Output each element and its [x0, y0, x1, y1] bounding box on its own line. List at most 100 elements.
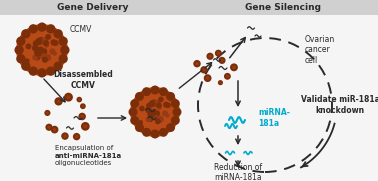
- Circle shape: [53, 128, 56, 131]
- Circle shape: [35, 55, 40, 60]
- Text: miRNA-
181a: miRNA- 181a: [258, 108, 290, 128]
- Circle shape: [45, 124, 53, 131]
- Circle shape: [33, 41, 39, 46]
- Circle shape: [156, 102, 162, 108]
- Circle shape: [25, 43, 31, 49]
- Circle shape: [21, 62, 31, 71]
- Circle shape: [53, 40, 59, 46]
- Circle shape: [202, 68, 206, 71]
- Circle shape: [150, 85, 160, 94]
- Circle shape: [78, 98, 81, 101]
- Circle shape: [75, 135, 78, 138]
- Circle shape: [154, 110, 160, 116]
- Circle shape: [171, 99, 180, 108]
- Circle shape: [50, 39, 57, 46]
- Circle shape: [44, 110, 50, 116]
- Circle shape: [152, 109, 156, 114]
- Circle shape: [16, 37, 26, 46]
- Circle shape: [159, 87, 168, 96]
- Circle shape: [135, 123, 144, 132]
- Circle shape: [230, 63, 238, 71]
- Circle shape: [81, 122, 90, 131]
- Circle shape: [29, 66, 38, 76]
- Text: Encapsulation of: Encapsulation of: [55, 145, 113, 151]
- Circle shape: [57, 100, 60, 103]
- Circle shape: [226, 75, 229, 78]
- Circle shape: [84, 124, 87, 128]
- Circle shape: [148, 117, 153, 122]
- Circle shape: [215, 50, 222, 57]
- Circle shape: [46, 24, 56, 33]
- Circle shape: [39, 47, 44, 52]
- Circle shape: [171, 116, 180, 125]
- Circle shape: [147, 110, 155, 118]
- Circle shape: [158, 97, 164, 102]
- Circle shape: [60, 45, 70, 55]
- Text: anti-miRNA-181a: anti-miRNA-181a: [55, 153, 122, 159]
- Circle shape: [81, 115, 84, 118]
- Circle shape: [146, 117, 151, 122]
- Text: CCMV: CCMV: [70, 26, 92, 35]
- Circle shape: [42, 57, 48, 63]
- Circle shape: [41, 48, 47, 55]
- Circle shape: [153, 100, 161, 108]
- Circle shape: [51, 126, 59, 133]
- Circle shape: [153, 115, 159, 121]
- Circle shape: [54, 62, 63, 71]
- Circle shape: [139, 106, 145, 111]
- Circle shape: [37, 37, 44, 44]
- Text: Gene Delivery: Gene Delivery: [57, 3, 129, 12]
- Circle shape: [149, 100, 155, 107]
- Circle shape: [142, 128, 151, 137]
- Circle shape: [54, 97, 63, 106]
- Circle shape: [54, 29, 63, 39]
- Circle shape: [34, 49, 42, 57]
- Circle shape: [130, 99, 139, 108]
- Circle shape: [43, 40, 49, 46]
- Circle shape: [166, 123, 175, 132]
- Text: Ovarian
cancer
cell: Ovarian cancer cell: [305, 35, 335, 65]
- Circle shape: [82, 105, 84, 108]
- Circle shape: [73, 133, 81, 140]
- Circle shape: [220, 59, 224, 62]
- Circle shape: [146, 103, 152, 108]
- Circle shape: [130, 116, 139, 125]
- FancyBboxPatch shape: [189, 0, 378, 15]
- Circle shape: [43, 54, 51, 61]
- Circle shape: [206, 53, 214, 60]
- Circle shape: [76, 97, 82, 102]
- Circle shape: [59, 37, 68, 46]
- Circle shape: [138, 120, 143, 125]
- Circle shape: [21, 29, 31, 39]
- Circle shape: [155, 118, 161, 124]
- Circle shape: [165, 113, 169, 118]
- Circle shape: [49, 48, 56, 54]
- Circle shape: [14, 45, 24, 55]
- Circle shape: [159, 128, 168, 137]
- Text: Reduction of
miRNA-181a: Reduction of miRNA-181a: [214, 163, 262, 181]
- Circle shape: [25, 58, 29, 64]
- Circle shape: [46, 66, 56, 76]
- Circle shape: [204, 74, 212, 82]
- Circle shape: [46, 111, 49, 114]
- Text: Validate miR-181a
knockdown: Validate miR-181a knockdown: [301, 95, 378, 115]
- Circle shape: [16, 54, 26, 63]
- Circle shape: [219, 81, 222, 84]
- Circle shape: [166, 92, 175, 101]
- Circle shape: [35, 38, 42, 45]
- Circle shape: [156, 104, 162, 110]
- Circle shape: [80, 103, 86, 109]
- Circle shape: [224, 73, 231, 80]
- Circle shape: [200, 66, 208, 73]
- Circle shape: [32, 55, 38, 61]
- Circle shape: [165, 102, 171, 108]
- Circle shape: [40, 37, 48, 45]
- Circle shape: [150, 129, 160, 138]
- Circle shape: [29, 24, 38, 33]
- FancyBboxPatch shape: [0, 0, 189, 15]
- Circle shape: [61, 132, 69, 140]
- Circle shape: [208, 55, 212, 58]
- Circle shape: [39, 53, 46, 59]
- Circle shape: [217, 52, 220, 55]
- Text: Gene Silencing: Gene Silencing: [245, 3, 321, 12]
